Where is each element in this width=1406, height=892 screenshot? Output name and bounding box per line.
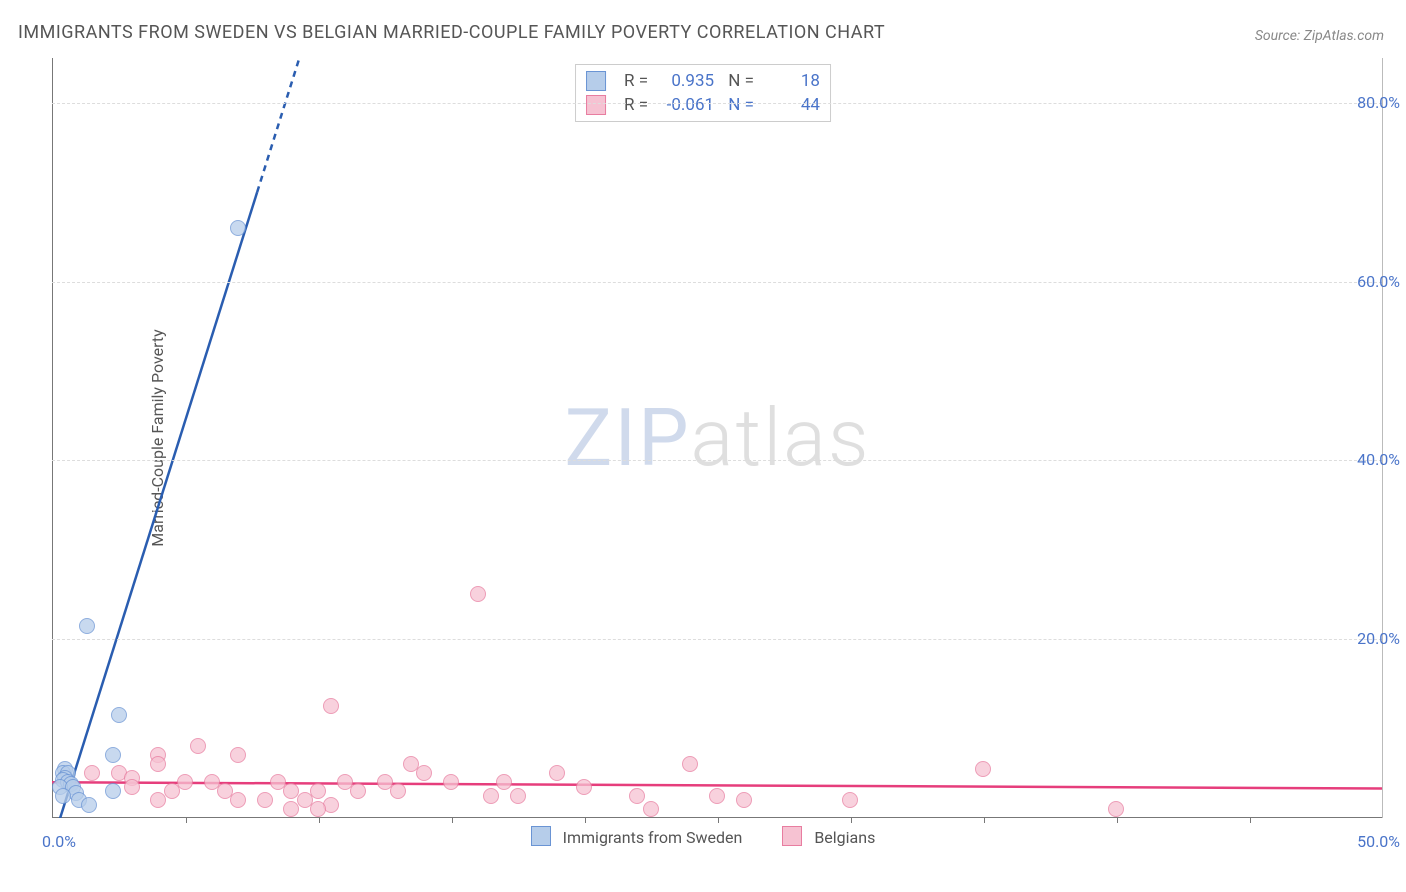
belgians-point	[164, 783, 180, 799]
belgians-point	[549, 765, 565, 781]
watermark-zip: ZIP	[564, 391, 690, 485]
watermark-atlas: atlas	[691, 391, 871, 485]
belgians-point	[150, 792, 166, 808]
x-tick	[851, 817, 852, 823]
y-tick-label: 20.0%	[1357, 629, 1400, 648]
sweden-r-value: 0.935	[658, 69, 714, 93]
sweden-point	[105, 747, 121, 763]
gridline	[52, 639, 1382, 640]
x-tick	[984, 817, 985, 823]
belgians-point	[177, 774, 193, 790]
n-label: N =	[724, 69, 754, 93]
belgians-point	[643, 801, 659, 817]
belgians-point	[257, 792, 273, 808]
sweden-point	[55, 788, 71, 804]
belgians-swatch-icon	[782, 826, 802, 846]
belgians-point	[483, 788, 499, 804]
belgians-point	[390, 783, 406, 799]
belgians-point	[84, 765, 100, 781]
plot-right-border	[1382, 58, 1383, 818]
legend-row-sweden: R = 0.935 N = 18	[586, 69, 820, 93]
x-tick	[1117, 817, 1118, 823]
y-tick-label: 60.0%	[1357, 272, 1400, 291]
sweden-n-value: 18	[764, 69, 820, 93]
belgians-point	[975, 761, 991, 777]
x-tick	[319, 817, 320, 823]
sweden-point	[230, 220, 246, 236]
n-label: N =	[724, 93, 754, 117]
belgians-point	[443, 774, 459, 790]
x-tick	[1250, 817, 1251, 823]
belgians-point	[736, 792, 752, 808]
legend-row-belgians: R = -0.061 N = 44	[586, 93, 820, 117]
belgians-point	[842, 792, 858, 808]
series-legend: Immigrants from Sweden Belgians	[0, 826, 1406, 847]
correlation-legend: R = 0.935 N = 18 R = -0.061 N = 44	[575, 64, 831, 122]
sweden-swatch	[586, 71, 606, 91]
y-axis-title: Married-Couple Family Poverty	[148, 329, 167, 546]
belgians-point	[230, 747, 246, 763]
sweden-swatch-icon	[531, 826, 551, 846]
gridline	[52, 282, 1382, 283]
belgians-point	[470, 586, 486, 602]
x-tick	[186, 817, 187, 823]
belgians-point	[1108, 801, 1124, 817]
belgians-point	[310, 801, 326, 817]
belgians-point	[230, 792, 246, 808]
belgians-point	[310, 783, 326, 799]
belgians-swatch	[586, 95, 606, 115]
belgians-point	[629, 788, 645, 804]
belgians-point	[416, 765, 432, 781]
belgians-point	[190, 738, 206, 754]
belgians-point	[709, 788, 725, 804]
r-label: R =	[624, 93, 648, 117]
belgians-r-value: -0.061	[658, 93, 714, 117]
x-tick	[585, 817, 586, 823]
source-attribution: Source: ZipAtlas.com	[1255, 28, 1384, 44]
sweden-point	[81, 797, 97, 813]
watermark: ZIPatlas	[564, 391, 870, 485]
plot-area: Married-Couple Family Poverty ZIPatlas	[52, 58, 1382, 818]
belgians-point	[124, 779, 140, 795]
belgians-point	[510, 788, 526, 804]
gridline	[52, 103, 1382, 104]
belgians-n-value: 44	[764, 93, 820, 117]
y-tick-label: 40.0%	[1357, 450, 1400, 469]
r-label: R =	[624, 69, 648, 93]
legend-item-belgians: Belgians	[782, 826, 875, 847]
sweden-point	[79, 618, 95, 634]
sweden-point	[105, 783, 121, 799]
belgians-point	[682, 756, 698, 772]
x-tick	[718, 817, 719, 823]
belgians-point	[496, 774, 512, 790]
belgians-label: Belgians	[814, 828, 875, 847]
sweden-label: Immigrants from Sweden	[563, 828, 743, 847]
belgians-point	[283, 801, 299, 817]
belgians-point	[150, 756, 166, 772]
gridline	[52, 460, 1382, 461]
legend-item-sweden: Immigrants from Sweden	[531, 826, 743, 847]
belgians-point	[576, 779, 592, 795]
sweden-point	[111, 707, 127, 723]
y-tick-label: 80.0%	[1357, 93, 1400, 112]
chart-title: IMMIGRANTS FROM SWEDEN VS BELGIAN MARRIE…	[18, 22, 885, 43]
belgians-point	[323, 698, 339, 714]
x-tick	[452, 817, 453, 823]
belgians-point	[350, 783, 366, 799]
